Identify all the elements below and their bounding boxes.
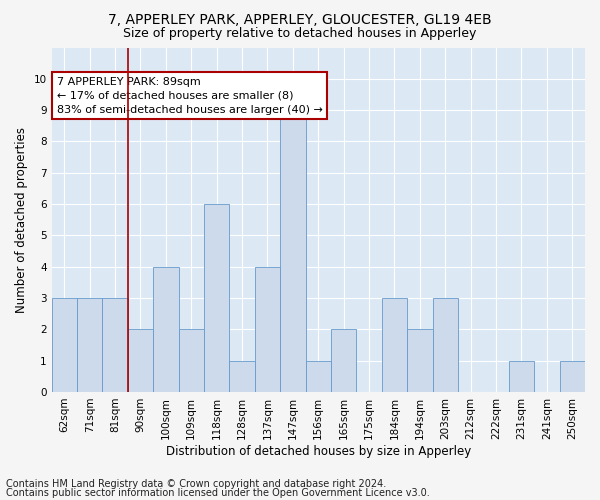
Bar: [509, 360, 534, 392]
Bar: [52, 298, 77, 392]
Bar: [382, 298, 407, 392]
Bar: [229, 360, 255, 392]
Bar: [103, 298, 128, 392]
Text: Size of property relative to detached houses in Apperley: Size of property relative to detached ho…: [124, 28, 476, 40]
Text: Contains HM Land Registry data © Crown copyright and database right 2024.: Contains HM Land Registry data © Crown c…: [6, 479, 386, 489]
Bar: [77, 298, 103, 392]
Bar: [153, 266, 179, 392]
Bar: [179, 330, 204, 392]
Y-axis label: Number of detached properties: Number of detached properties: [15, 126, 28, 312]
Text: 7 APPERLEY PARK: 89sqm
← 17% of detached houses are smaller (8)
83% of semi-deta: 7 APPERLEY PARK: 89sqm ← 17% of detached…: [57, 77, 323, 115]
Bar: [407, 330, 433, 392]
Bar: [255, 266, 280, 392]
Text: 7, APPERLEY PARK, APPERLEY, GLOUCESTER, GL19 4EB: 7, APPERLEY PARK, APPERLEY, GLOUCESTER, …: [108, 12, 492, 26]
Bar: [560, 360, 585, 392]
X-axis label: Distribution of detached houses by size in Apperley: Distribution of detached houses by size …: [166, 444, 471, 458]
Bar: [305, 360, 331, 392]
Bar: [433, 298, 458, 392]
Bar: [331, 330, 356, 392]
Bar: [128, 330, 153, 392]
Bar: [204, 204, 229, 392]
Text: Contains public sector information licensed under the Open Government Licence v3: Contains public sector information licen…: [6, 488, 430, 498]
Bar: [280, 110, 305, 392]
